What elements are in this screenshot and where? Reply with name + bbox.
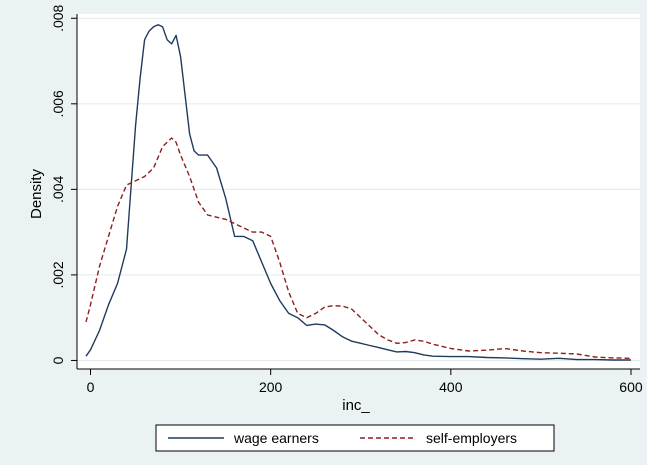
gridlines — [77, 17, 640, 361]
y-tick-label: 0 — [50, 356, 66, 364]
y-tick-label: .002 — [50, 261, 66, 288]
series-line-wage-earners — [85, 24, 631, 361]
x-axis-label: inc_ — [342, 397, 370, 414]
plot-area — [77, 14, 640, 369]
x-tick-label: 0 — [87, 379, 95, 395]
x-tick-label: 600 — [619, 379, 643, 395]
x-tick-label: 400 — [439, 379, 463, 395]
y-tick-label: .008 — [50, 4, 66, 31]
y-tick-label: .006 — [50, 90, 66, 117]
series-lines — [85, 24, 632, 361]
y-axis-label: Density — [28, 168, 45, 219]
axes: 0 .002 .004 .006 .008 0 200 400 600 — [50, 4, 643, 395]
series-line-self-employers — [85, 137, 632, 359]
legend-label-self-employers: self-employers — [426, 430, 517, 446]
x-tick-label: 200 — [259, 379, 283, 395]
legend: wage earners self-employers — [155, 424, 555, 452]
y-tick-label: .004 — [50, 176, 66, 203]
legend-label-wage-earners: wage earners — [233, 430, 319, 446]
